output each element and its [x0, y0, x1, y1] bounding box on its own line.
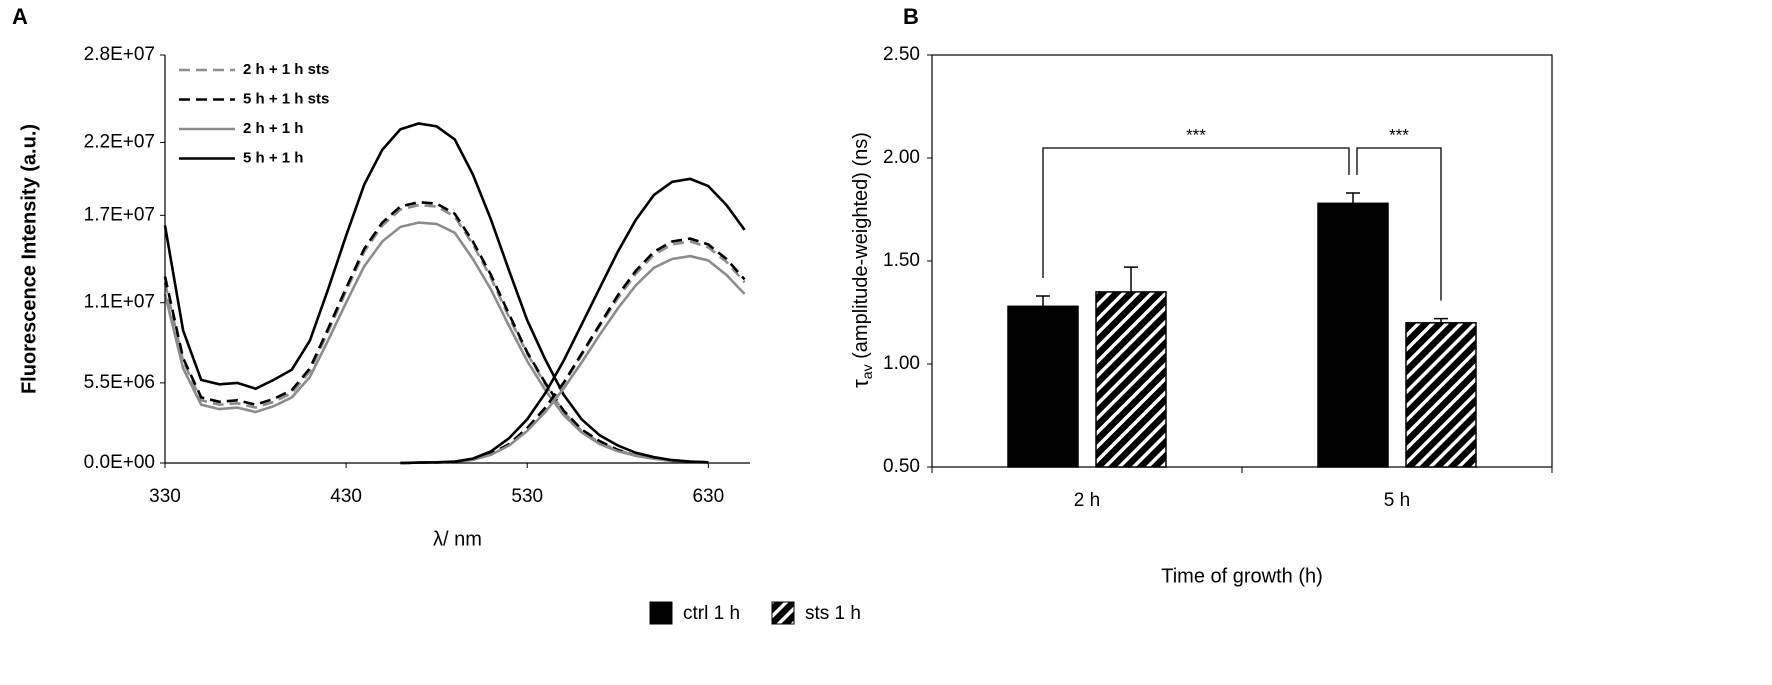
x-tick-label: 630 [692, 486, 724, 507]
x-axis-label: λ/ nm [433, 528, 482, 550]
spectrum-line [400, 177, 746, 465]
y-tick-label: 2.2E+07 [84, 131, 155, 152]
y-tick-label: 5.5E+06 [84, 372, 155, 393]
y-tick-label: 1.7E+07 [84, 204, 155, 225]
y-axis-text: (amplitude-weighted) (ns) [850, 132, 872, 364]
bar [1317, 202, 1389, 468]
legend-swatch [771, 601, 795, 625]
legend-label: 5 h + 1 h sts [243, 90, 329, 107]
spectrum-line [163, 122, 709, 464]
panel-label: B [903, 4, 919, 29]
x-tick-label: 2 h [1074, 490, 1100, 511]
x-tick-label: 5 h [1384, 490, 1410, 511]
y-axis-label: τav (amplitude-weighted) (ns) [848, 132, 875, 388]
spectrum-line [163, 221, 709, 464]
bar [1007, 305, 1079, 468]
spectrum-line [400, 237, 746, 465]
x-tick-label: 530 [511, 486, 543, 507]
spectrum-line [163, 203, 709, 464]
error-bar [1036, 295, 1050, 307]
panel-label: A [12, 4, 28, 29]
y-tick-label: 2.8E+07 [84, 44, 155, 65]
y-axis-label: Fluorescence Intensity (a.u.) [18, 124, 40, 394]
y-tick-label: 0.0E+00 [84, 452, 155, 473]
y-tick-label: 0.50 [883, 456, 920, 477]
y-tick-label: 1.1E+07 [84, 292, 155, 313]
legend-label: 5 h + 1 h [243, 149, 303, 166]
bar [1095, 291, 1167, 468]
legend-label: 2 h + 1 h [243, 120, 303, 137]
significance-bracket [1042, 147, 1350, 279]
y-axis-subscript: av [859, 364, 875, 379]
error-bar [1346, 192, 1360, 204]
legend-label: ctrl 1 h [683, 603, 740, 624]
legend-swatch [649, 601, 673, 625]
significance-bracket [1356, 147, 1442, 301]
error-bar [1434, 317, 1448, 323]
legend-label: sts 1 h [805, 603, 861, 624]
spectrum-line [400, 240, 746, 465]
x-tick-label: 430 [330, 486, 362, 507]
error-bar [1124, 266, 1138, 292]
y-tick-label: 2.50 [883, 44, 920, 65]
significance-label: *** [1389, 125, 1409, 144]
y-tick-label: 1.50 [883, 250, 920, 271]
legend-label: 2 h + 1 h sts [243, 61, 329, 78]
y-tick-label: 2.00 [883, 147, 920, 168]
significance-label: *** [1186, 125, 1206, 144]
y-tick-label: 1.00 [883, 353, 920, 374]
y-axis-symbol: τ [848, 379, 873, 388]
spectrum-line [400, 254, 746, 465]
bar [1405, 322, 1477, 468]
x-axis-label: Time of growth (h) [1161, 565, 1323, 587]
spectrum-line [163, 200, 709, 464]
x-tick-label: 330 [149, 486, 181, 507]
